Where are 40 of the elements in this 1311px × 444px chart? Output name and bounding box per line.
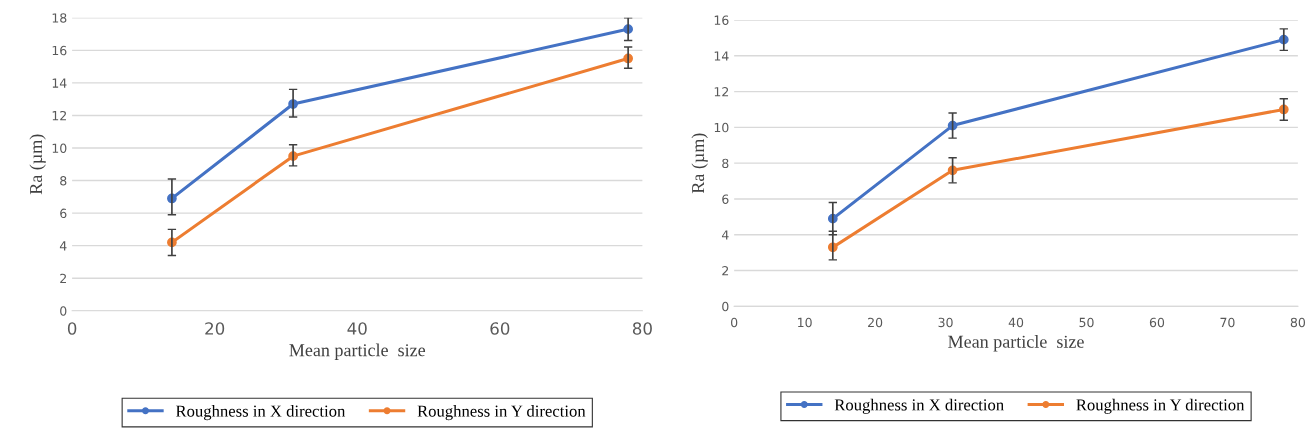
y-tick-label: 16 [714,15,729,25]
y-tick-label: 10 [714,122,729,133]
x-tick-label: 30 [938,317,953,328]
x-tick-label: 10 [798,317,812,328]
y-tick-label: 10 [52,143,67,153]
y-tick-label: 18 [52,13,67,23]
y-tick-label: 16 [52,45,67,56]
y-tick-label: 0 [722,301,729,312]
y-tick-label: 0 [60,306,67,316]
legend-label: Roughness in X direction [834,398,1004,414]
y-tick-label: 2 [60,273,66,283]
y-tick-label: 12 [714,87,729,97]
y-tick-label: 14 [714,51,729,61]
legend-label: Roughness in Y direction [1076,398,1245,414]
y-tick-label: 4 [721,230,729,240]
y-tick-label: 6 [722,194,729,204]
y-tick-label: 12 [52,110,66,121]
x-tick-label: 40 [347,322,367,335]
x-tick-label: 0 [731,317,738,328]
x-tick-label: 60 [1149,317,1165,328]
x-tick-label: 20 [868,317,883,328]
y-tick-label: 14 [52,78,67,88]
x-tick-label: 80 [632,322,652,335]
x-axis-title: Mean particle size [289,343,426,360]
x-axis-title: Mean particle size [948,335,1084,352]
legend-label: Roughness in Y direction [417,405,586,421]
x-tick-label: 80 [1290,317,1306,328]
y-tick-label: 4 [59,241,67,251]
y-tick-label: 8 [722,158,729,169]
y-tick-label: 6 [60,208,67,219]
x-tick-label: 40 [1008,317,1024,328]
y-tick-label: 8 [60,176,67,186]
x-tick-label: 50 [1079,317,1094,328]
x-tick-label: 60 [490,322,510,335]
legend-label: Roughness in X direction [175,405,346,421]
y-tick-label: 2 [722,266,729,276]
y-axis-title: Ra (µm) [29,134,46,195]
x-tick-label: 70 [1220,317,1235,328]
y-axis-title: Ra (µm) [691,133,708,194]
x-tick-label: 20 [205,322,225,335]
